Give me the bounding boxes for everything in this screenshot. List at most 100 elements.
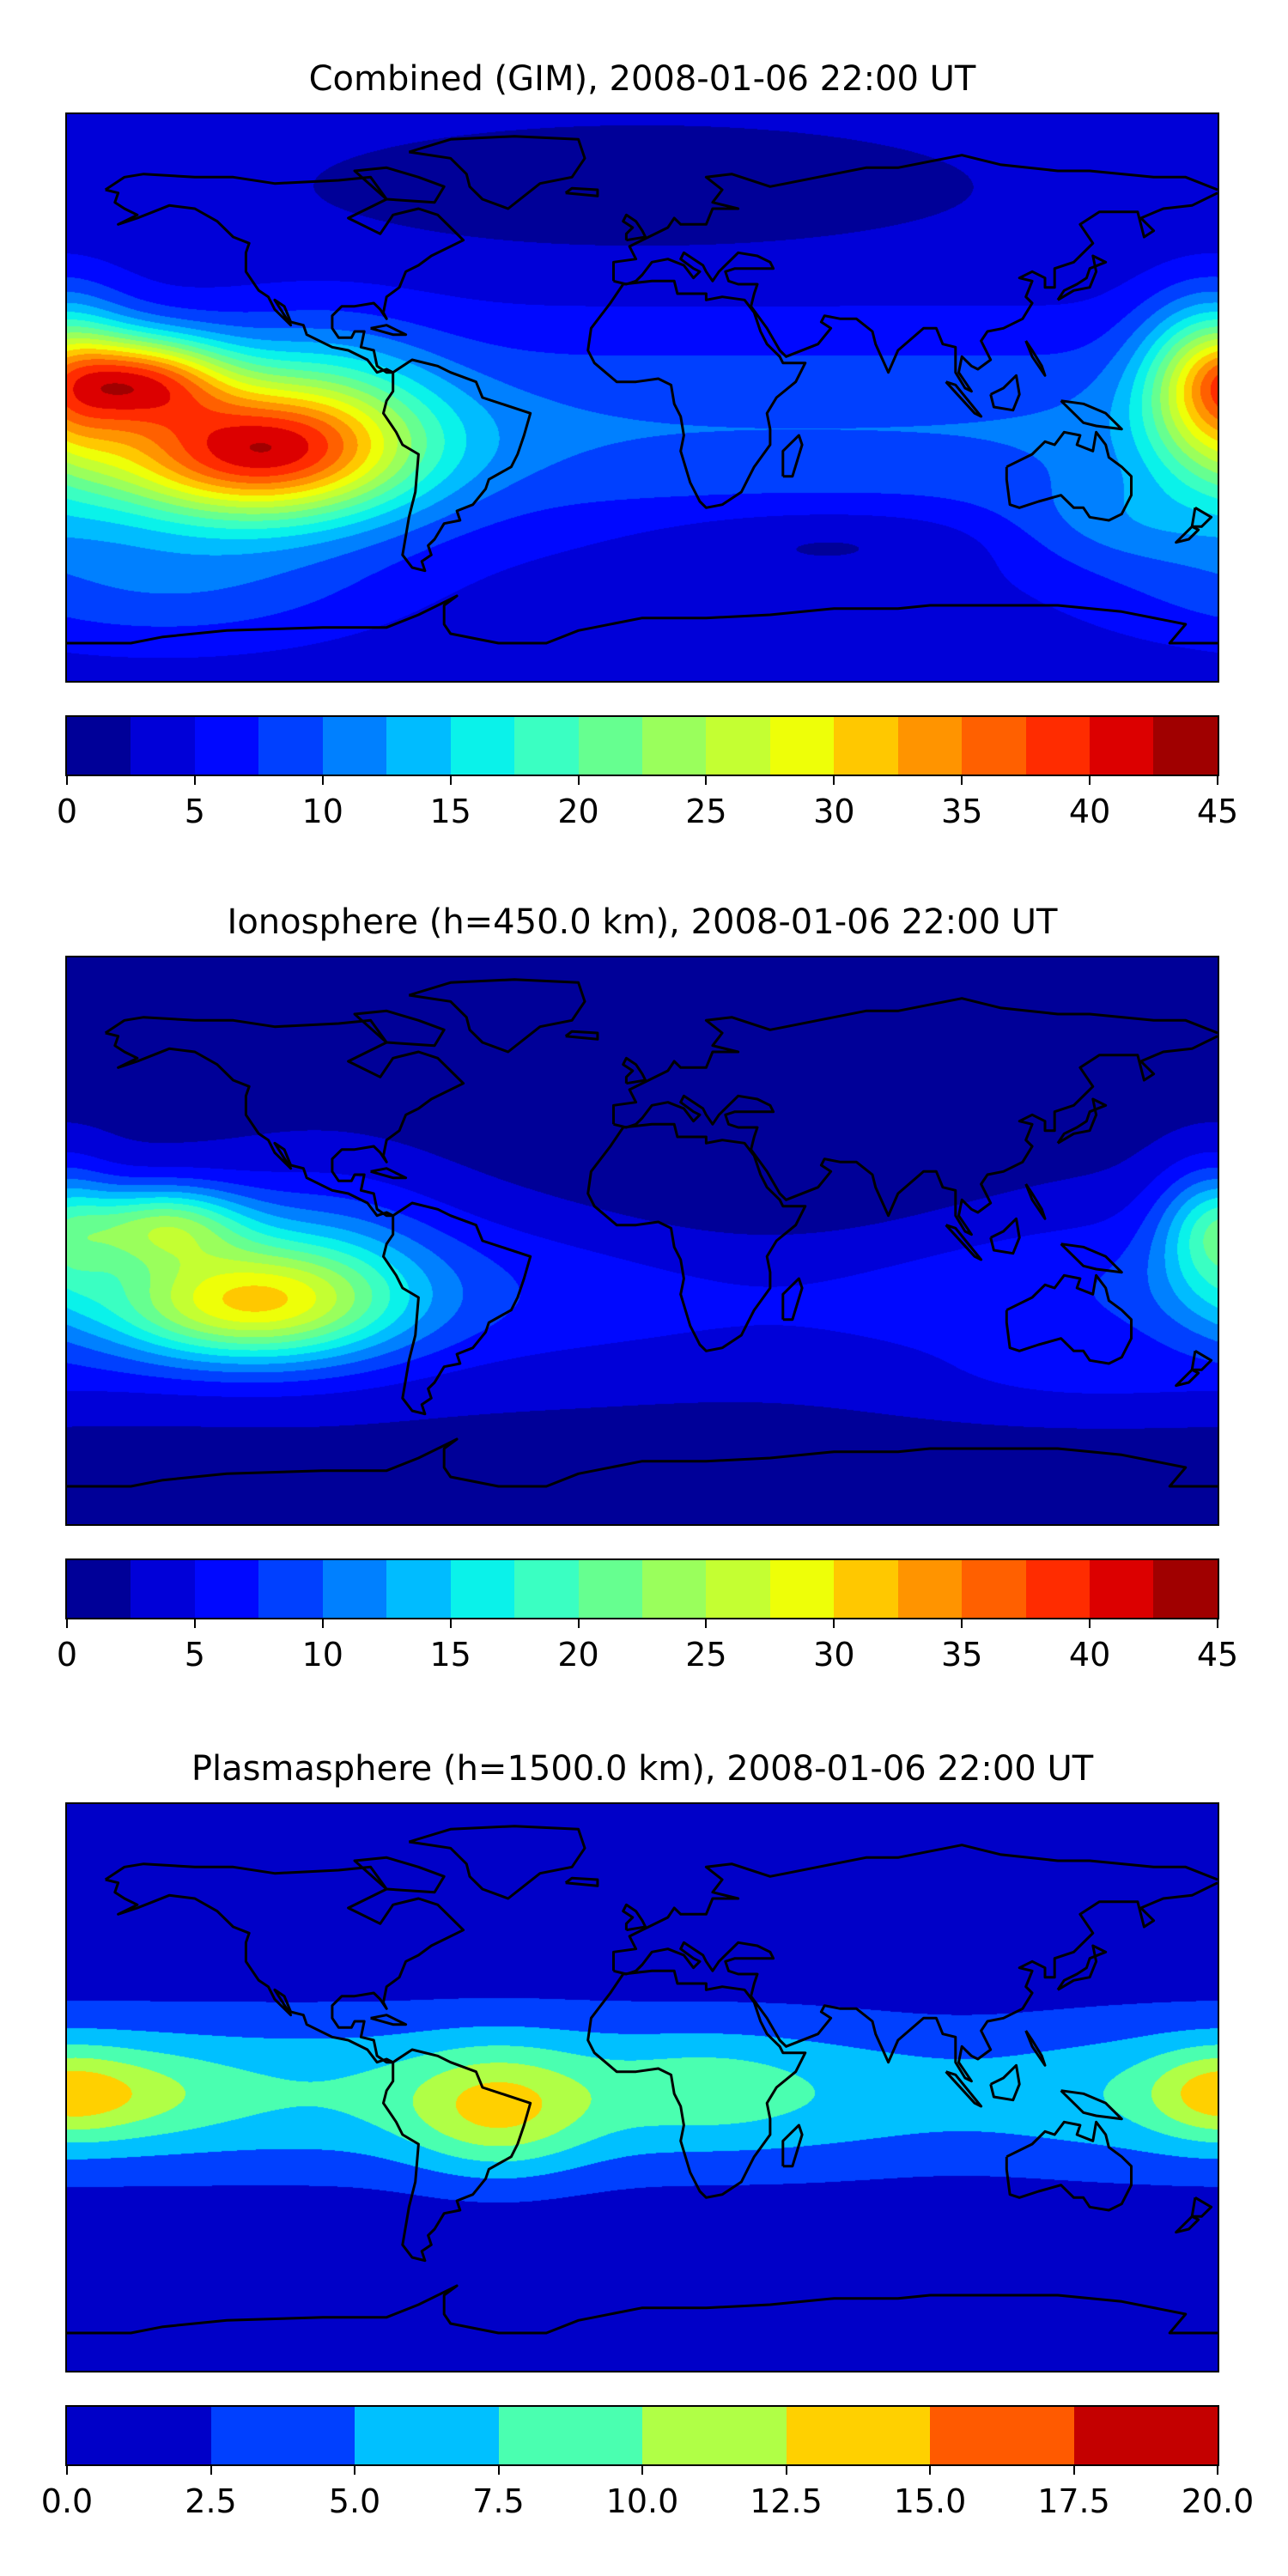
colorbar-segment	[1153, 1560, 1218, 1618]
coastline	[370, 1167, 408, 1180]
colorbar-tick	[210, 2464, 212, 2475]
colorbar-tick	[66, 1618, 68, 1628]
coastline	[1024, 1183, 1047, 1220]
coastline	[1056, 254, 1108, 301]
coastline	[586, 279, 807, 509]
colorbar-tick-label: 30	[813, 1636, 855, 1674]
colorbar-segment	[897, 1560, 963, 1618]
coastline	[564, 186, 599, 197]
coastline	[1175, 2215, 1200, 2234]
colorbar-tick	[705, 1618, 708, 1628]
colorbar-segment	[1025, 1560, 1090, 1618]
coastline	[613, 191, 1218, 393]
colorbar-segment	[258, 717, 323, 775]
contour-field	[67, 957, 1218, 1524]
colorbar-tick-label: 45	[1196, 1636, 1239, 1674]
colorbar-segment	[386, 1560, 451, 1618]
coastline	[382, 358, 532, 573]
colorbar-segment	[131, 717, 195, 775]
colorbar-segment	[322, 717, 387, 775]
coastline	[353, 1009, 446, 1048]
colorbar-tick	[1217, 775, 1218, 785]
colorbar-segment	[706, 717, 770, 775]
colorbar-segment	[67, 2407, 211, 2464]
colorbar-tick	[705, 775, 708, 785]
coastline	[353, 1856, 446, 1894]
colorbar-tick	[1072, 2464, 1075, 2475]
contour-field	[67, 1804, 1218, 2371]
colorbar-segment	[641, 717, 707, 775]
colorbar-segment	[194, 1560, 259, 1618]
coastlines	[67, 1825, 1218, 2335]
colorbar-tick-label: 20	[557, 1636, 599, 1674]
colorbar-tick	[577, 775, 580, 785]
colorbar-segment	[578, 717, 642, 775]
colorbar-tick	[833, 1618, 835, 1628]
coastline	[382, 1201, 532, 1416]
coastline	[408, 978, 586, 1054]
colorbar-tick-label: 12.5	[750, 2482, 823, 2520]
colorbar-tick	[321, 775, 324, 785]
colorbar-tick-label: 35	[941, 1636, 983, 1674]
coastline	[1060, 2089, 1123, 2121]
colorbar-segment	[769, 1560, 835, 1618]
colorbar-tick	[1217, 2464, 1218, 2475]
colorbar-tick-label: 15.0	[893, 2482, 967, 2520]
coastline	[104, 1862, 465, 2064]
coastline	[1060, 1242, 1123, 1274]
coastline	[382, 2048, 532, 2263]
colorbar-segment	[834, 717, 898, 775]
colorbar-segment	[67, 717, 131, 775]
coastline	[622, 1903, 647, 1932]
colorbar-segment	[1153, 717, 1218, 775]
colorbar-tick	[321, 1618, 324, 1628]
coastline	[781, 434, 804, 478]
colorbar-tick-label: 5	[184, 1636, 205, 1674]
colorbar-segment	[786, 2407, 930, 2464]
colorbar-segment	[498, 2407, 642, 2464]
colorbar-segment	[450, 1560, 515, 1618]
coastline	[1005, 1273, 1133, 1365]
colorbar-tick-label: 10	[301, 1636, 343, 1674]
colorbar-segment	[642, 2407, 787, 2464]
coastline	[370, 324, 408, 337]
colorbar-tick	[449, 775, 452, 785]
colorbar-segment	[1090, 1560, 1154, 1618]
colorbar-tick-label: 15	[429, 1636, 471, 1674]
colorbar-tick-label: 7.5	[472, 2482, 525, 2520]
coastline	[67, 594, 1218, 645]
coastline	[781, 1277, 804, 1321]
colorbar-segment	[131, 1560, 195, 1618]
coastline	[622, 213, 647, 242]
colorbar-segment	[1025, 717, 1090, 775]
coastline	[1056, 1944, 1108, 1991]
colorbar	[65, 715, 1219, 776]
coastline	[1024, 2030, 1047, 2067]
coastlines	[67, 978, 1218, 1488]
coastline	[1005, 430, 1133, 522]
colorbar-segment	[450, 717, 515, 775]
coastline	[408, 135, 586, 210]
colorbar-segment	[67, 1560, 131, 1618]
colorbar	[65, 1558, 1219, 1619]
colorbar-segment	[706, 1560, 770, 1618]
colorbar-segment	[194, 717, 259, 775]
plot-title: Combined (GIM), 2008-01-06 22:00 UT	[308, 59, 976, 99]
colorbar-tick-label: 35	[941, 793, 983, 830]
coastline	[104, 1016, 465, 1218]
coastline	[586, 1969, 807, 2199]
tec-map	[65, 1802, 1219, 2372]
colorbar-tick-label: 20.0	[1181, 2482, 1255, 2520]
colorbar-tick	[785, 2464, 787, 2475]
coastline	[1190, 507, 1213, 528]
colorbar-tick-label: 2.5	[185, 2482, 237, 2520]
coastline	[1190, 1350, 1213, 1371]
colorbar-tick	[497, 2464, 500, 2475]
panel-combined: Combined (GIM), 2008-01-06 22:00 UT 0 5 10…	[0, 0, 1288, 841]
colorbar-segment	[210, 2407, 355, 2464]
tec-map	[65, 112, 1219, 683]
colorbar-tick-label: 0	[56, 1636, 78, 1674]
coastline	[67, 2284, 1218, 2335]
colorbar-tick-label: 15	[429, 793, 471, 830]
coastline	[1175, 525, 1200, 544]
